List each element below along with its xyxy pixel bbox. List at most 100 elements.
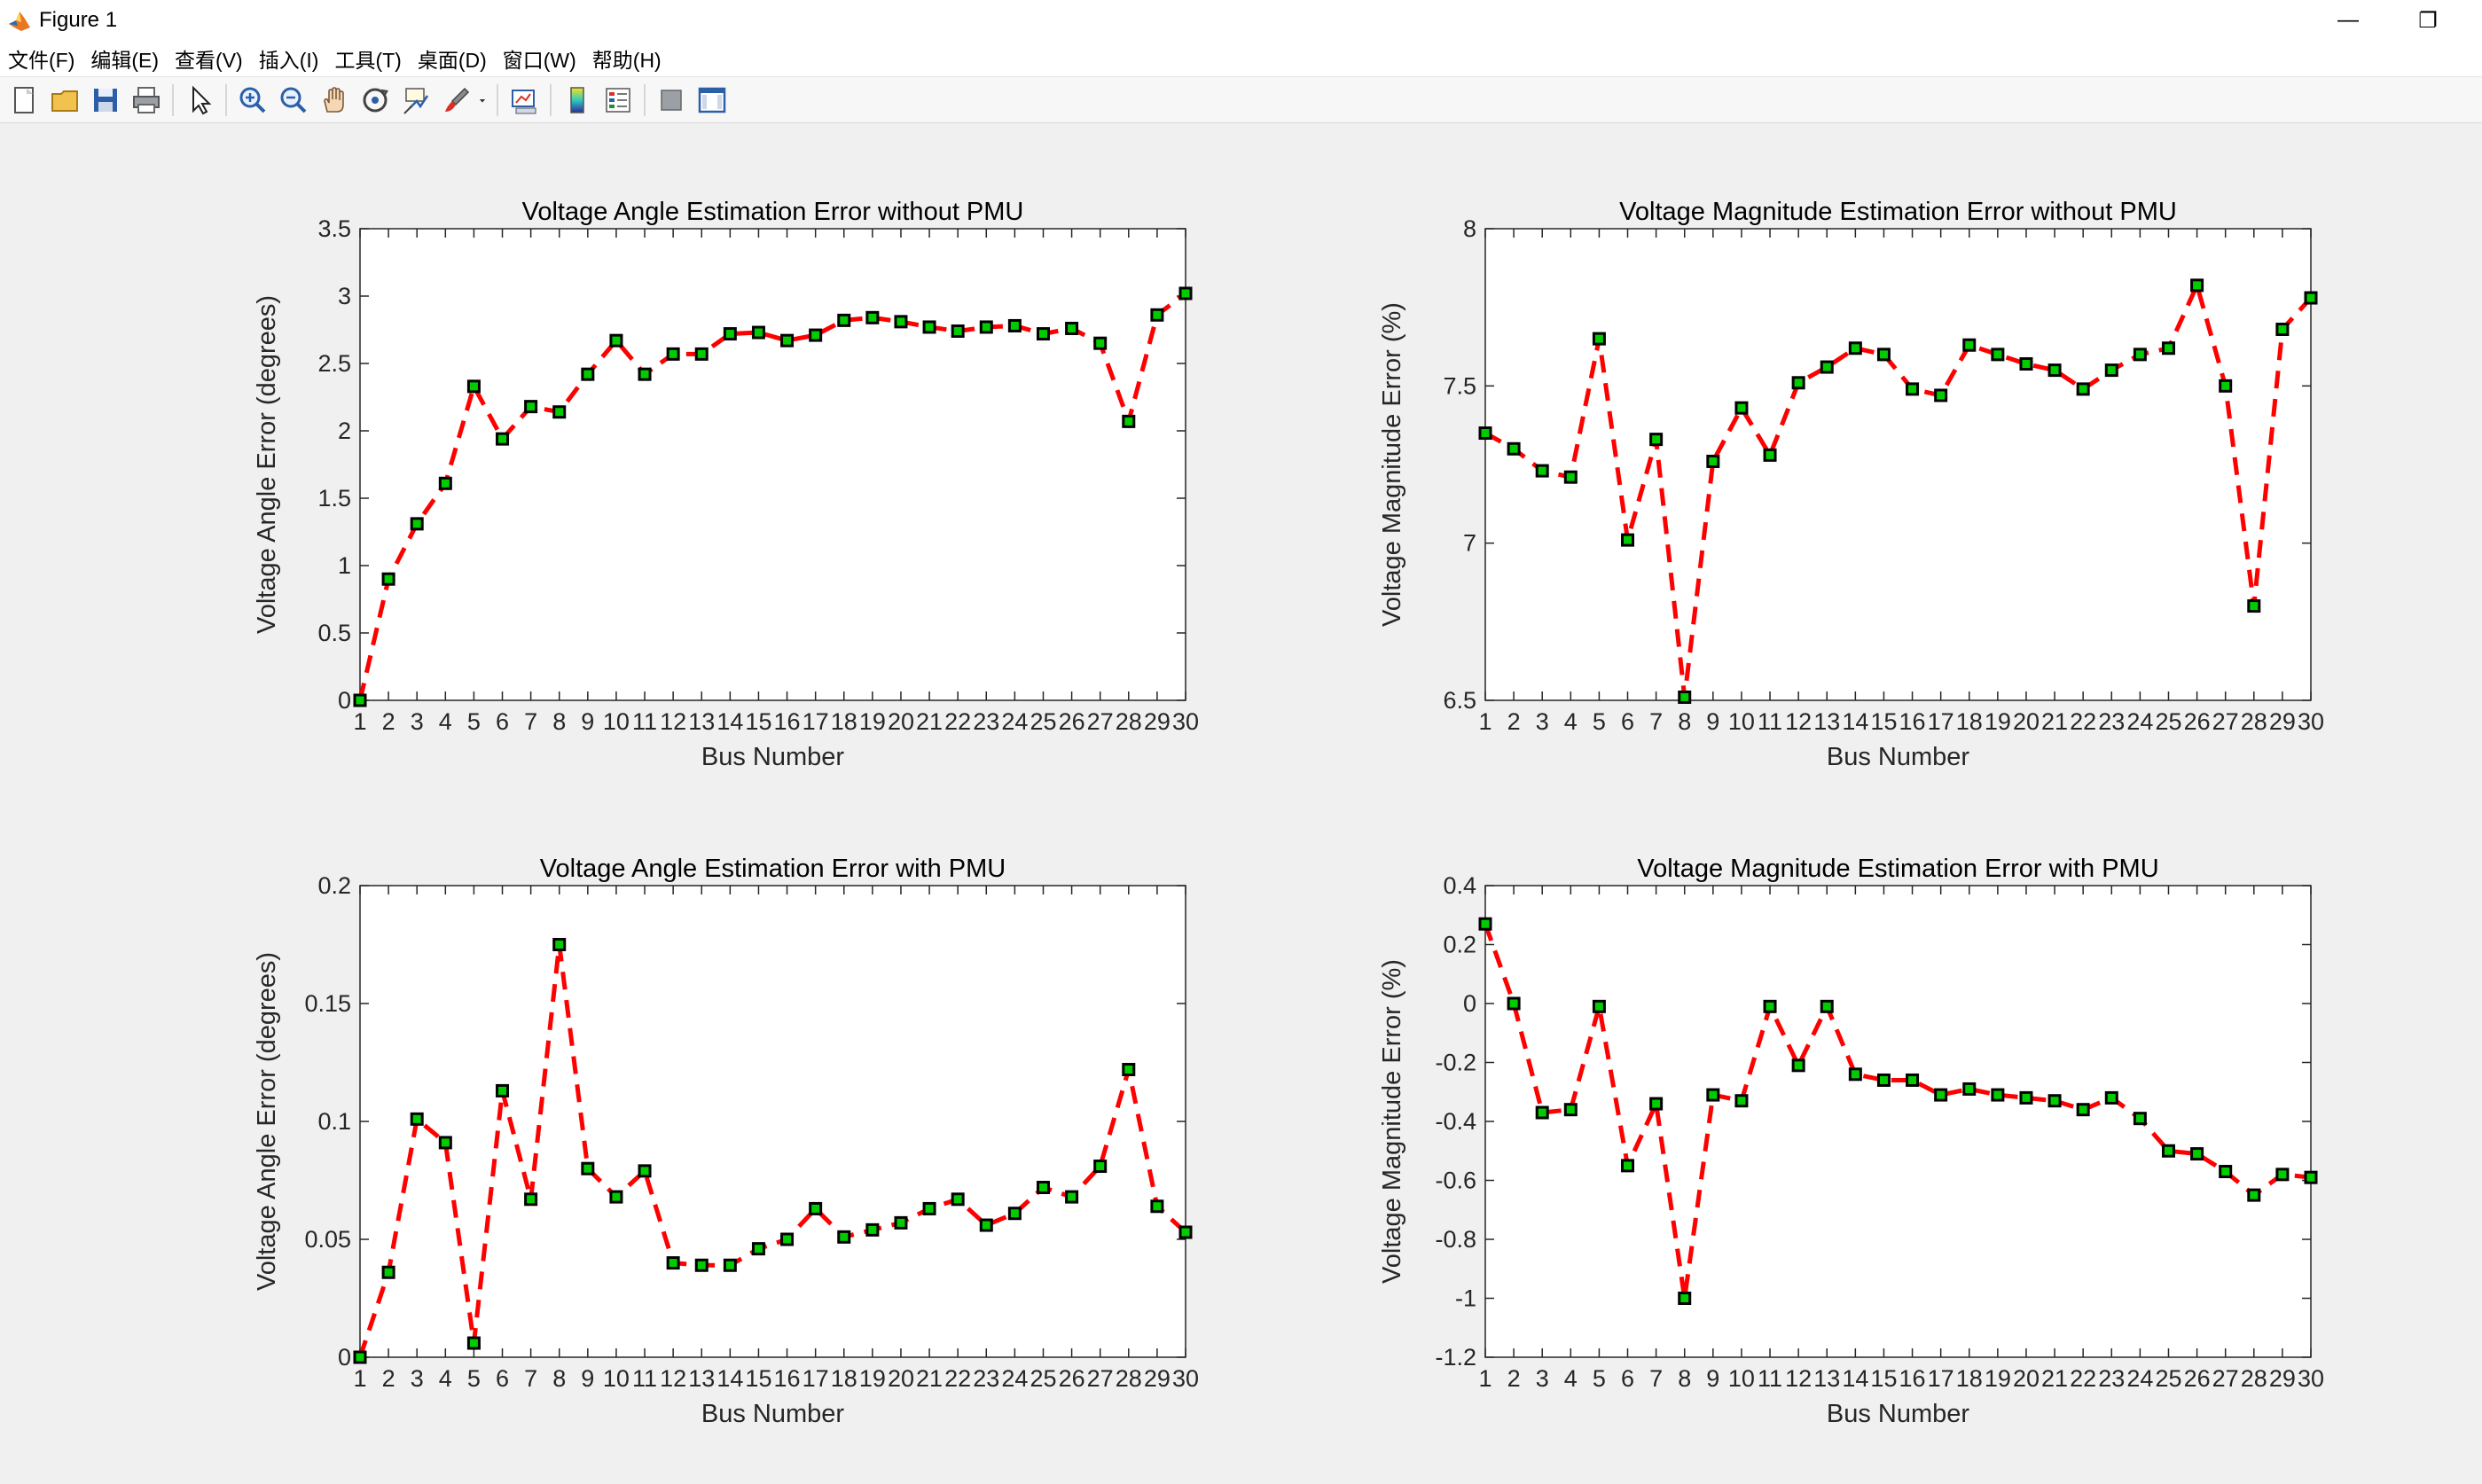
y-tick-label: 0.2 [317, 872, 351, 899]
matlab-logo-icon [9, 12, 30, 31]
legend-button[interactable] [600, 82, 636, 118]
x-tick-label: 12 [1785, 708, 1812, 735]
y-tick-label: 7 [1463, 530, 1476, 557]
y-tick-label: -1 [1455, 1285, 1476, 1312]
x-tick-label: 22 [2070, 708, 2096, 735]
zoom-in-button[interactable] [235, 82, 270, 118]
brush-button[interactable] [439, 82, 474, 118]
data-point [496, 1083, 510, 1097]
x-tick-label: 5 [467, 1365, 481, 1392]
menu-item-1[interactable]: 编辑(E) [90, 49, 160, 72]
x-tick-label: 28 [2241, 1365, 2267, 1392]
data-point [1065, 1190, 1079, 1204]
dropdown-arrow-button[interactable] [474, 82, 491, 118]
data-point [466, 379, 481, 394]
hide-plot-tools-button[interactable] [654, 82, 689, 118]
x-tick-label: 26 [2184, 1365, 2211, 1392]
x-tick-label: 9 [581, 1365, 594, 1392]
x-tick-label: 25 [1030, 1365, 1056, 1392]
legend-icon [606, 87, 630, 113]
data-point [609, 333, 623, 348]
x-tick-label: 13 [688, 1365, 715, 1392]
x-tick-label: 13 [1813, 708, 1840, 735]
data-point [496, 432, 510, 446]
link-plot-button[interactable] [506, 82, 542, 118]
data-point [694, 1258, 709, 1272]
data-point [1734, 401, 1749, 415]
data-point [1178, 1225, 1193, 1239]
x-tick-label: 9 [1706, 1365, 1719, 1392]
x-tick-label: 3 [1536, 1365, 1549, 1392]
menu-item-0[interactable]: 文件(F) [8, 49, 75, 72]
menu-item-5[interactable]: 桌面(D) [417, 49, 487, 72]
x-tick-label: 30 [2298, 1365, 2324, 1392]
colorbar-button[interactable] [560, 82, 595, 118]
rotate-3d-button[interactable] [357, 82, 393, 118]
data-point [1848, 1067, 1862, 1082]
data-point [1791, 1058, 1805, 1073]
data-point [410, 1112, 424, 1126]
data-point [951, 1192, 965, 1207]
pointer-button[interactable] [182, 82, 217, 118]
data-point [1621, 533, 1635, 547]
zoom-out-button[interactable] [276, 82, 311, 118]
data-point [1178, 286, 1193, 301]
x-tick-label: 8 [1678, 1365, 1691, 1392]
hide-plot-tools-icon [661, 89, 682, 111]
data-point [638, 367, 652, 381]
print-button[interactable] [129, 82, 164, 118]
menu-item-6[interactable]: 窗口(W) [502, 49, 576, 72]
y-axis-label: Voltage Angle Error (degrees) [253, 952, 281, 1291]
data-point [1706, 1088, 1720, 1102]
x-tick-label: 20 [888, 708, 914, 735]
y-axis-label: Voltage Magnitude Error (%) [1378, 302, 1406, 627]
y-tick-label: 6.5 [1443, 687, 1476, 714]
data-point [1122, 414, 1136, 428]
data-point [1791, 376, 1805, 390]
menu-item-4[interactable]: 工具(T) [334, 49, 402, 72]
data-point [1150, 1199, 1164, 1214]
x-tick-label: 27 [2212, 708, 2239, 735]
restore-button[interactable]: ❐ [2388, 0, 2468, 41]
data-point [922, 1201, 936, 1215]
data-point [638, 1164, 652, 1178]
dropdown-arrow-icon [479, 98, 486, 103]
x-tick-label: 2 [382, 1365, 395, 1392]
pan-hand-icon [324, 86, 344, 113]
x-tick-label: 23 [973, 1365, 999, 1392]
x-tick-label: 22 [944, 1365, 971, 1392]
menu-item-7[interactable]: 帮助(H) [591, 49, 662, 72]
minimize-button[interactable]: — [2308, 0, 2388, 41]
data-point [1962, 1082, 1977, 1096]
data-point [1763, 448, 1777, 462]
save-button[interactable] [88, 82, 123, 118]
x-tick-label: 28 [1116, 1365, 1142, 1392]
x-tick-label: 24 [2126, 708, 2153, 735]
data-point [1678, 1292, 1692, 1305]
data-point [1706, 454, 1720, 468]
pan-hand-button[interactable] [317, 82, 352, 118]
x-axis-label: Bus Number [701, 1400, 845, 1428]
x-tick-label: 13 [1813, 1365, 1840, 1392]
data-point [552, 405, 567, 419]
y-tick-label: 1.5 [317, 485, 351, 512]
x-tick-label: 11 [632, 708, 657, 735]
data-point [381, 1265, 395, 1279]
new-figure-button[interactable] [6, 82, 42, 118]
data-cursor-button[interactable] [398, 82, 434, 118]
toolbar-separator [225, 83, 227, 116]
show-plot-tools-button[interactable] [694, 82, 730, 118]
open-file-button[interactable] [47, 82, 82, 118]
menu-bar: 文件(F) 编辑(E) 查看(V) 插入(I) 工具(T) 桌面(D) 窗口(W) 帮助(H) [0, 41, 2482, 77]
data-point [1592, 999, 1606, 1013]
data-point [2219, 379, 2233, 393]
x-tick-label: 20 [2013, 1365, 2040, 1392]
toolbar-separator [550, 83, 552, 116]
menu-item-3[interactable]: 插入(I) [258, 49, 319, 72]
data-point [2275, 1168, 2290, 1182]
x-tick-label: 4 [1564, 1365, 1578, 1392]
x-tick-label: 1 [353, 708, 366, 735]
menu-item-2[interactable]: 查看(V) [175, 49, 243, 72]
x-tick-label: 27 [1087, 708, 1114, 735]
data-point [1763, 999, 1777, 1013]
